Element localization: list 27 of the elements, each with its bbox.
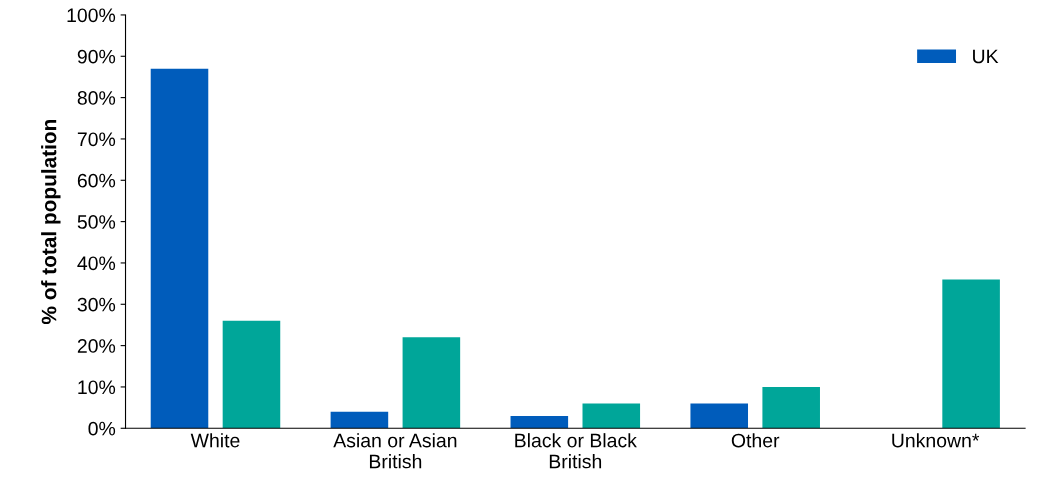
bar — [222, 320, 281, 429]
y-axis-title: % of total population — [41, 119, 61, 325]
legend-label: UK — [973, 49, 999, 64]
y-tick-label: 60% — [77, 173, 116, 188]
bar — [330, 411, 389, 429]
y-tick-label: 80% — [77, 91, 116, 105]
y-tick-label: 90% — [77, 49, 116, 64]
bar — [690, 403, 749, 429]
x-tick-label: White — [190, 433, 240, 448]
y-tick-label: 30% — [77, 297, 116, 312]
y-tick-label: 0% — [88, 421, 116, 436]
bar — [402, 337, 461, 429]
bar — [150, 68, 209, 429]
x-tick-label: Other — [731, 433, 780, 448]
x-tick-label: Unknown* — [892, 433, 980, 448]
bar — [582, 403, 641, 429]
bar — [510, 415, 569, 429]
y-tick-label: 40% — [77, 256, 116, 271]
y-tick-label: 20% — [77, 339, 116, 353]
bar — [942, 279, 1000, 429]
x-tick-label: Black or Black British — [515, 433, 637, 469]
y-tick-label: 10% — [78, 380, 116, 395]
bar — [762, 386, 820, 429]
y-tick-label: 70% — [77, 132, 116, 147]
y-tick-label: 50% — [77, 215, 116, 229]
y-tick-label: 100% — [67, 8, 116, 23]
x-tick-label: Asian or Asian British — [333, 433, 457, 469]
